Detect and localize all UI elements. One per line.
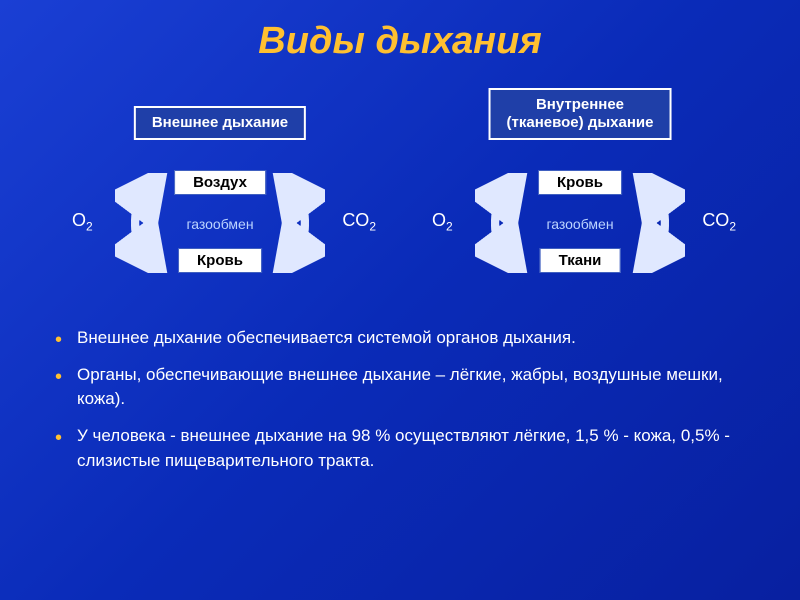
bullet-list: Внешнее дыхание обеспечивается системой …	[0, 326, 800, 473]
diagrams-row: Внешнее дыхание Воздух газообмен Кровь O…	[0, 88, 800, 298]
gas-co2-0: CO2	[342, 210, 376, 234]
page-title: Виды дыхания	[0, 0, 800, 88]
arrow-right-down-0	[265, 173, 325, 273]
arrow-left-down-1	[475, 173, 535, 273]
gas-o2-0: O2	[72, 210, 93, 234]
type-box-internal: Внутреннее(тканевое) дыхание	[489, 88, 672, 140]
type-box-external: Внешнее дыхание	[134, 106, 306, 140]
bullet-item: У человека - внешнее дыхание на 98 % осу…	[55, 424, 745, 473]
gas-o2-1: O2	[432, 210, 453, 234]
node-blood-1: Кровь	[538, 170, 622, 195]
arrow-left-up-0	[115, 173, 175, 273]
arrow-right-down-1	[625, 173, 685, 273]
bullet-item: Органы, обеспечивающие внешнее дыхание –…	[55, 363, 745, 412]
gas-co2-1: CO2	[702, 210, 736, 234]
diagram-internal: Внутреннее(тканевое) дыхание Кровь газоо…	[420, 88, 740, 298]
arrow-left-up-1	[475, 173, 535, 273]
node-tissue: Ткани	[540, 248, 621, 273]
arrow-right-up-0	[265, 173, 325, 273]
node-air: Воздух	[174, 170, 266, 195]
bullet-item: Внешнее дыхание обеспечивается системой …	[55, 326, 745, 351]
center-label-0: газообмен	[186, 216, 253, 232]
node-blood-0: Кровь	[178, 248, 262, 273]
type-line1: Внутреннее(тканевое) дыхание	[507, 96, 654, 131]
arrow-right-up-1	[625, 173, 685, 273]
arrow-left-down-0	[115, 173, 175, 273]
center-label-1: газообмен	[546, 216, 613, 232]
diagram-external: Внешнее дыхание Воздух газообмен Кровь O…	[60, 88, 380, 298]
